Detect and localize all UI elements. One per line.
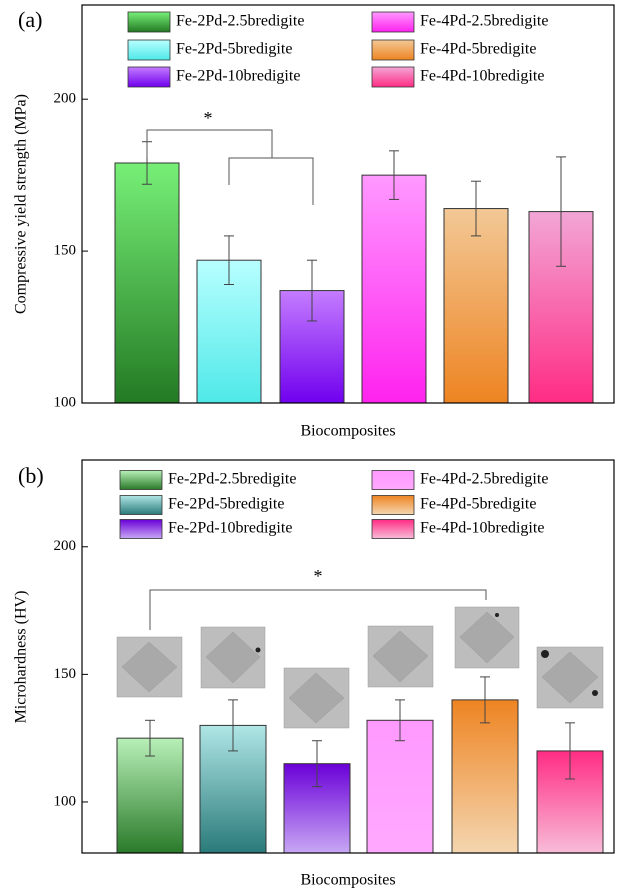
y-tick-label: 150 [54, 243, 77, 259]
legend-swatch [127, 39, 171, 61]
y-tick-label: 200 [54, 538, 77, 554]
bar [114, 162, 180, 404]
error-bar [565, 722, 575, 780]
legend-label: Fe-4Pd-10bredigite [420, 520, 544, 537]
pore [495, 613, 499, 617]
indent-mark [459, 611, 515, 664]
micro-images [116, 606, 604, 729]
bar [366, 719, 434, 854]
pore [541, 650, 549, 658]
legend-swatch [371, 39, 415, 61]
x-axis-label: Biocomposites [300, 423, 395, 440]
legend-swatch [371, 519, 415, 539]
y-tick-label: 100 [54, 793, 77, 809]
error-bar [307, 259, 317, 322]
y-tick-label: 200 [54, 91, 77, 107]
plot-frame [81, 4, 615, 404]
significance-bracket [228, 157, 314, 205]
legend-swatch [127, 11, 171, 33]
legend-label: Fe-4Pd-5bredigite [420, 496, 536, 513]
legend-label: Fe-2Pd-10bredigite [168, 520, 292, 537]
legend-label: Fe-2Pd-2.5bredigite [176, 13, 304, 30]
legend-swatch [119, 495, 163, 515]
y-axis-label: Compressive yield strength (MPa) [13, 94, 30, 314]
legend-label: Fe-4Pd-2.5bredigite [420, 471, 548, 488]
significance-bracket [146, 129, 273, 158]
error-bar [480, 676, 490, 724]
pore [255, 647, 261, 653]
y-tick-label: 150 [54, 666, 77, 682]
indent-mark [205, 631, 261, 684]
bar [443, 208, 509, 404]
error-bar [556, 156, 566, 267]
error-bar [145, 719, 155, 757]
x-axis-label: Biocomposites [300, 872, 395, 889]
legend-swatch [127, 66, 171, 88]
indent-mark [121, 641, 178, 693]
legend-label: Fe-2Pd-2.5bredigite [168, 471, 296, 488]
legend-swatch [371, 495, 415, 515]
y-axis-label: Microhardness (HV) [13, 591, 30, 724]
legend-label: Fe-4Pd-2.5bredigite [420, 13, 548, 30]
legend-swatch [371, 66, 415, 88]
plot-frame [81, 459, 615, 854]
error-bar [389, 150, 399, 200]
legend-swatch [119, 470, 163, 490]
y-tick-label: 100 [54, 394, 77, 410]
bar [116, 737, 184, 854]
panel-label: (a) [18, 7, 42, 32]
error-bar [312, 740, 322, 788]
legend-swatch [371, 11, 415, 33]
legend-swatch [119, 519, 163, 539]
indent-mark [541, 651, 599, 704]
error-bar [228, 699, 238, 752]
error-bar [224, 235, 234, 286]
error-bar [471, 180, 481, 237]
pore [592, 690, 598, 696]
legend-label: Fe-4Pd-5bredigite [420, 41, 536, 58]
legend-swatch [371, 470, 415, 490]
panel-label: (b) [18, 463, 44, 488]
legend-label: Fe-4Pd-10bredigite [420, 68, 544, 85]
indent-mark [288, 672, 345, 724]
error-bar [395, 699, 405, 742]
legend-label: Fe-2Pd-5bredigite [168, 496, 284, 513]
significance-star: * [204, 108, 213, 128]
legend-label: Fe-2Pd-10bredigite [176, 68, 300, 85]
indent-mark [372, 630, 429, 683]
bar [361, 174, 427, 404]
legend-label: Fe-2Pd-5bredigite [176, 41, 292, 58]
significance-bracket [149, 589, 487, 630]
significance-star: * [314, 566, 323, 586]
